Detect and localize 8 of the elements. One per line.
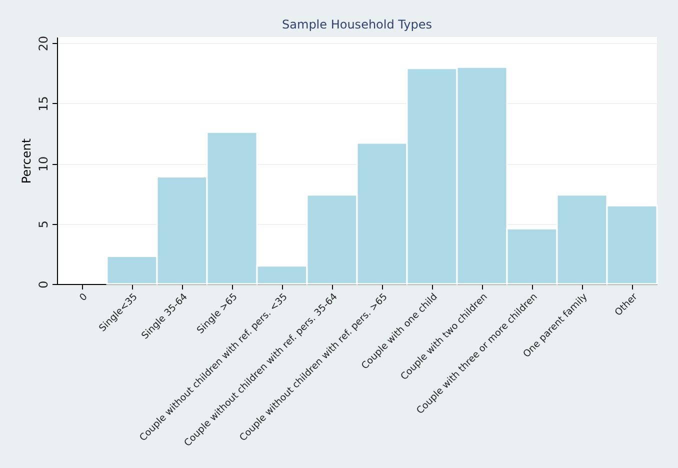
y-tick-label: 10: [36, 156, 50, 172]
y-axis-title: Percent: [20, 138, 34, 184]
y-tick-label: 20: [36, 36, 50, 52]
y-tick-label: 15: [36, 96, 50, 112]
x-tick-label: 0: [78, 292, 90, 304]
chart-title: Sample Household Types: [282, 17, 432, 32]
y-tick-label: 5: [36, 220, 50, 228]
y-tick-label: 0: [36, 280, 50, 288]
